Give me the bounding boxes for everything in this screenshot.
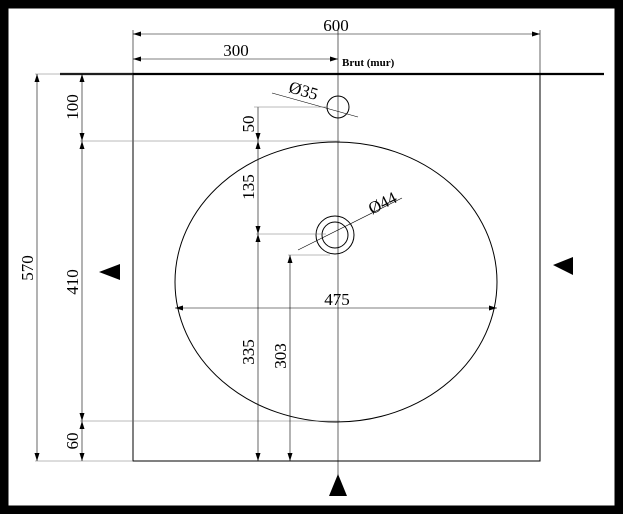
bowl-ellipse [174, 141, 498, 423]
arrow-475-left [175, 305, 183, 311]
drain-hole-outer [315, 215, 355, 255]
view-marker-right-icon [553, 257, 573, 275]
arrow-100-bottom [79, 133, 85, 141]
drain-hole-inner [321, 221, 349, 249]
tap-hole-leader [271, 92, 359, 118]
view-marker-left-icon [99, 264, 120, 280]
arrow-135-bottom [255, 226, 261, 234]
arrow-300-right [330, 56, 338, 62]
dim-label-303: 303 [271, 343, 290, 369]
arrow-570-bottom [34, 453, 40, 461]
dim-label-100: 100 [63, 94, 82, 120]
arrow-410-bottom [79, 413, 85, 421]
arrow-60-bottom [79, 453, 85, 461]
dim-label-335: 335 [239, 339, 258, 365]
arrow-60-top [79, 421, 85, 429]
wall-note-label: Brut (mur) [342, 57, 395, 69]
arrow-335-bottom [255, 453, 261, 461]
arrow-335-top [255, 234, 261, 242]
dim-label-135: 135 [239, 174, 258, 200]
arrow-303-bottom [287, 453, 293, 461]
tap-hole-circle [326, 95, 350, 119]
arrow-600-right [532, 31, 540, 37]
arrow-300-left [133, 56, 141, 62]
dim-label-300: 300 [223, 41, 249, 60]
arrow-303-top [287, 255, 293, 263]
arrow-600-left [133, 31, 141, 37]
drawing-frame [5, 5, 618, 509]
dim-label-50: 50 [239, 116, 258, 133]
arrow-100-top [79, 74, 85, 82]
arrow-50-bottom [255, 133, 261, 141]
dim-label-600: 600 [323, 16, 349, 35]
drain-hole-leader [297, 197, 403, 251]
dim-label-410: 410 [63, 269, 82, 295]
arrow-410-top [79, 141, 85, 149]
dim-label-570: 570 [18, 255, 37, 281]
dim-label-475: 475 [324, 290, 350, 309]
arrow-135-top [255, 141, 261, 149]
arrow-570-top [34, 74, 40, 82]
dim-label-60: 60 [63, 433, 82, 450]
arrow-475-right [489, 305, 497, 311]
view-marker-bottom-icon [329, 474, 347, 496]
